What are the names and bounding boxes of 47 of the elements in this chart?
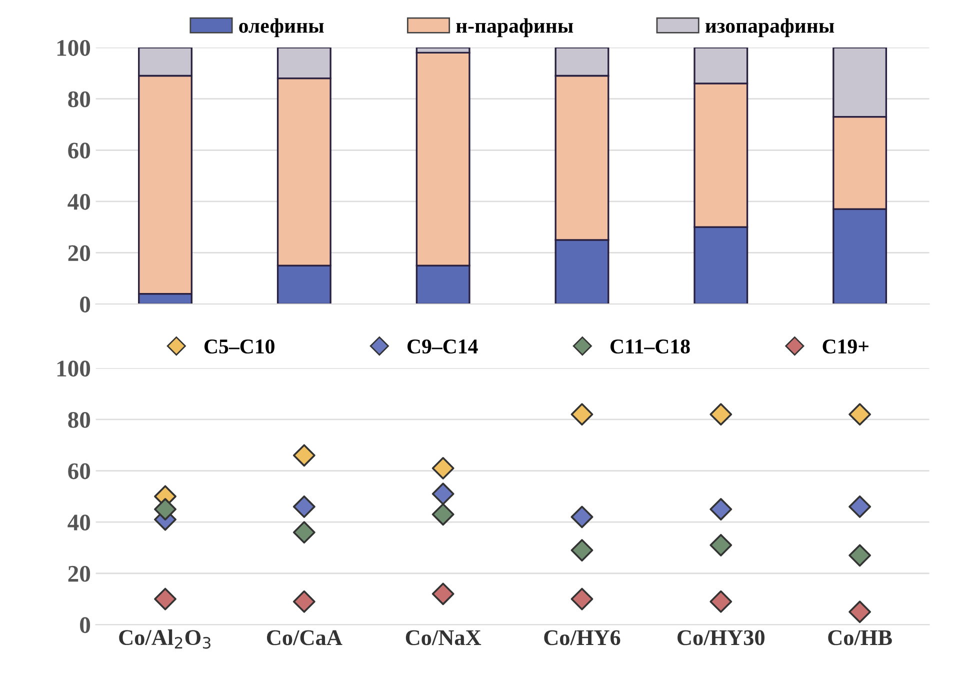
y-tick-label: 100: [57, 360, 90, 377]
point: [432, 503, 454, 526]
y-tick-label: 80: [68, 412, 90, 428]
point: [432, 457, 454, 480]
point: [570, 506, 594, 528]
point: [570, 588, 594, 610]
y-tick-label: 60: [68, 142, 90, 159]
point: [154, 588, 176, 610]
point: [154, 498, 176, 520]
point: [570, 403, 594, 426]
x-tick-label: Co/HY6: [544, 630, 620, 646]
y-tick-label: 40: [68, 514, 90, 530]
x-tick-label: Co/CaA: [266, 630, 342, 646]
point: [292, 590, 316, 613]
point: [710, 403, 732, 426]
point: [292, 444, 316, 467]
y-tick-label: 20: [68, 566, 90, 582]
point: [432, 582, 454, 606]
point: [710, 534, 732, 556]
point: [710, 590, 732, 613]
legend-label: C5–C10: [204, 339, 274, 354]
point: [848, 403, 872, 426]
y-tick-label: 60: [68, 463, 90, 480]
point: [848, 600, 872, 624]
y-tick-label: 0: [80, 296, 90, 312]
x-tick-label: Co/HY30: [678, 630, 764, 646]
legend-label: изопарафины: [705, 18, 834, 38]
point: [848, 495, 872, 518]
legend-label: C19+: [822, 340, 868, 354]
x-tick-label: Co/Al$_{2}$O$_{3}$: [119, 629, 210, 649]
legend-label: C9–C14: [407, 340, 478, 354]
legend-label: C11–C18: [610, 339, 690, 354]
point: [432, 482, 454, 506]
y-tick-label: 20: [68, 245, 90, 262]
point: [292, 521, 316, 544]
point: [570, 539, 594, 562]
x-tick-label: Co/HB: [828, 630, 892, 646]
point: [710, 498, 732, 520]
legend-label: н-парафины: [456, 18, 574, 38]
y-tick-label: 80: [68, 91, 90, 108]
y-tick-label: 0: [80, 617, 90, 634]
point: [848, 544, 872, 567]
point: [292, 495, 316, 518]
y-tick-label: 40: [68, 194, 90, 210]
legend-label: олефины: [239, 18, 324, 38]
y-tick-label: 100: [57, 40, 90, 56]
x-tick-label: Co/NaX: [406, 630, 482, 646]
